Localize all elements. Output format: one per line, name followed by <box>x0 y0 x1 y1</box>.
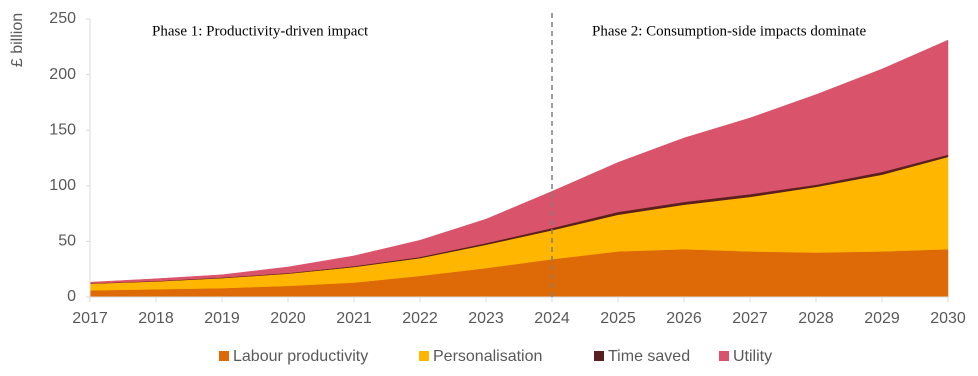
y-tick-label: 250 <box>49 10 76 27</box>
legend-label: Time saved <box>608 348 690 365</box>
y-tick-label: 100 <box>49 177 76 194</box>
x-tick-label: 2027 <box>732 310 768 327</box>
legend-swatch <box>219 351 229 361</box>
x-tick-label: 2023 <box>468 310 504 327</box>
annotation: Phase 2: Consumption-side impacts domina… <box>592 23 866 39</box>
x-tick-label: 2024 <box>534 310 570 327</box>
x-tick-label: 2021 <box>336 310 372 327</box>
y-tick-label: 0 <box>67 288 76 305</box>
x-tick-label: 2018 <box>138 310 174 327</box>
legend-label: Labour productivity <box>233 348 368 365</box>
y-tick-label: 50 <box>58 233 76 250</box>
y-tick-label: 150 <box>49 121 76 138</box>
legend-swatch <box>719 351 729 361</box>
x-tick-label: 2017 <box>72 310 108 327</box>
x-tick-label: 2025 <box>600 310 636 327</box>
y-axis-label: £ billion <box>9 13 26 67</box>
legend-swatch <box>594 351 604 361</box>
legend-label: Personalisation <box>433 348 542 365</box>
x-tick-label: 2026 <box>666 310 702 327</box>
x-tick-label: 2019 <box>204 310 240 327</box>
x-tick-label: 2028 <box>798 310 834 327</box>
area <box>89 39 949 284</box>
x-tick-label: 2030 <box>930 310 966 327</box>
x-tick-label: 2022 <box>402 310 438 327</box>
y-tick-label: 200 <box>49 66 76 83</box>
legend-swatch <box>419 351 429 361</box>
x-tick-label: 2029 <box>864 310 900 327</box>
x-tick-label: 2020 <box>270 310 306 327</box>
legend-label: Utility <box>733 348 772 365</box>
annotation: Phase 1: Productivity-driven impact <box>152 23 369 39</box>
